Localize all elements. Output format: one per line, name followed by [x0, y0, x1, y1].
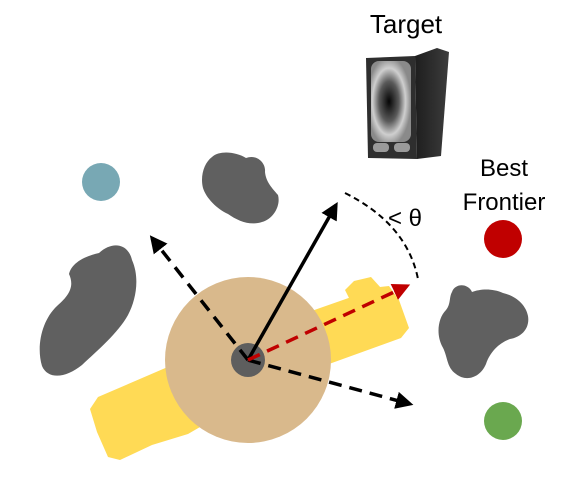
obstacle-left: [39, 245, 137, 376]
arrow-target-direction: [246, 201, 338, 361]
speaker-object-icon: [366, 48, 449, 159]
frontier-green-dot: [484, 402, 522, 440]
best-frontier-label-line1: Best: [480, 155, 528, 182]
obstacle-right: [438, 285, 529, 379]
best-frontier-label-line2: Frontier: [463, 189, 546, 216]
obstacle-top: [202, 152, 279, 224]
target-label: Target: [370, 9, 443, 39]
angle-label: < θ: [388, 205, 422, 232]
arrow-best-frontier: [247, 283, 411, 362]
arrow-right-dashed: [247, 358, 414, 409]
frontier-best-dot: [484, 220, 522, 258]
frontier-blue-dot: [82, 163, 120, 201]
arrow-left-dashed: [149, 235, 250, 362]
angle-arc: [344, 192, 419, 280]
